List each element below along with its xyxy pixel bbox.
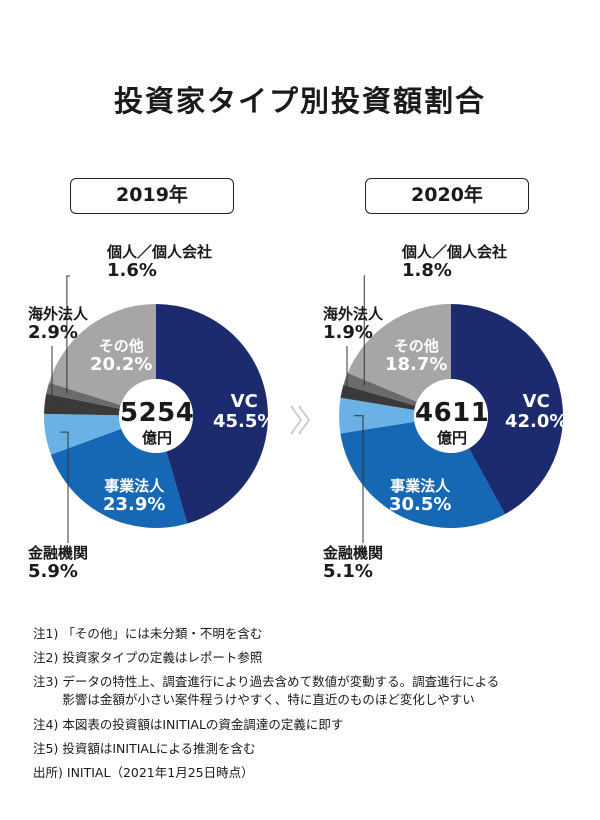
donut-hole [119,379,193,453]
pie-slice [50,428,188,528]
year-label: 2019年 [70,178,234,214]
pie-slice [347,304,451,402]
leader-line [363,275,365,386]
pie-slice [451,304,564,515]
pie-slice [49,304,156,406]
slice-label-individual: 個人／個人会社 1.6% [107,243,213,281]
pie-chart-2019: 2019年 個人／個人会社 1.6% 海外法人 2.9% その他 20.2% V… [10,178,290,598]
pie-svg [44,275,269,543]
slice-label-overseas: 海外法人 1.9% [323,305,384,343]
leader-line [60,431,69,543]
leader-line [66,275,70,394]
slice-label-vc: VC 42.0% [505,391,568,432]
pie-slice [44,413,122,455]
chevron-right-icon [290,405,311,435]
pie-slice [340,421,505,529]
slice-label-financial: 金融機関 5.1% [323,544,384,582]
note-item: 注3) データの特性上、調査進行により過去含めて数値が変動する。調査進行による 影… [33,674,500,708]
note-item: 注4) 本図表の投資額はINITIALの資金調達の定義に即す [33,716,344,732]
pie-slice [343,372,417,406]
total-amount: 4611 億円 [415,398,490,448]
pie-chart-2020: 2020年 個人／個人会社 1.8% 海外法人 1.9% その他 18.7% V… [305,178,585,598]
leader-line [346,346,362,397]
source: 出所) INITIAL（2021年1月25日時点） [33,764,254,780]
year-label: 2020年 [365,178,529,214]
slice-label-individual: 個人／個人会社 1.8% [402,243,508,281]
slice-label-other: その他 20.2% [90,337,153,375]
pie-slice [156,304,269,524]
chart-title: 投資家タイプ別投資額割合 [113,84,486,118]
leader-line [51,346,65,407]
pie-slice [339,397,415,434]
donut-hole [414,379,488,453]
note-item: 注2) 投資家タイプの定義はレポート参照 [33,650,263,666]
slice-label-corporate: 事業法人 23.9% [103,477,166,515]
note-item: 注1) 「その他」には未分類・不明を含む [33,626,263,641]
pie-svg [339,275,564,543]
slice-label-financial: 金融機関 5.9% [28,544,89,582]
pie-slice [44,393,120,416]
pie-slice [340,384,416,410]
slice-label-corporate: 事業法人 30.5% [389,477,452,515]
total-amount: 5254 億円 [120,398,195,448]
note-item: 注5) 投資額はINITIALによる推測を含む [33,740,256,756]
pie-slice [46,382,121,409]
slice-label-overseas: 海外法人 2.9% [28,305,89,343]
leader-line [354,415,364,543]
slice-label-vc: VC 45.5% [213,391,276,432]
slice-label-other: その他 18.7% [385,337,448,375]
notes: 注1) 「その他」には未分類・不明を含む 注2) 投資家タイプの定義はレポート参照 … [33,625,583,788]
